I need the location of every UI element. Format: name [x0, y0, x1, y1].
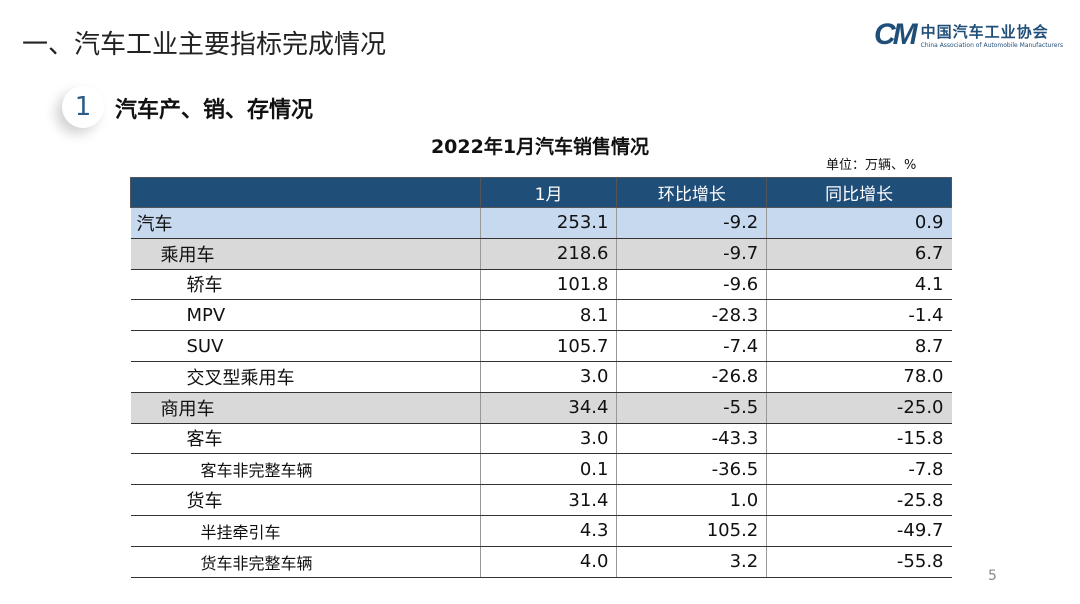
month-value: 3.0 — [479, 360, 617, 393]
mom-value: -28.3 — [616, 299, 767, 332]
table-header: 1月 环比增长 同比增长 — [130, 177, 952, 208]
mom-value: -43.3 — [616, 422, 767, 455]
yoy-value: 6.7 — [766, 237, 952, 270]
mom-value: 1.0 — [616, 484, 767, 516]
logo-cn: 中国汽车工业协会 — [920, 23, 1049, 41]
mom-value: -9.7 — [616, 237, 767, 270]
col-header: 环比增长 — [616, 177, 768, 208]
row-label: SUV — [130, 330, 481, 362]
table-row: 客车非完整车辆 0.1 -36.5 -7.8 — [130, 453, 952, 486]
row-label: 货车非完整车辆 — [130, 545, 481, 578]
table-row: 交叉型乘用车 3.0 -26.8 78.0 — [130, 360, 952, 393]
yoy-value: -55.8 — [766, 545, 952, 578]
row-label: 商用车 — [130, 391, 481, 424]
yoy-value: -25.0 — [766, 391, 952, 424]
table-title-text: 2022年1月汽车销售情况 — [430, 136, 650, 158]
table-row: SUV 105.7 -7.4 8.7 — [130, 330, 952, 362]
month-value: 0.1 — [479, 453, 617, 486]
unit-label: 单位：万辆、% — [826, 158, 917, 173]
mom-value: -5.5 — [616, 391, 767, 424]
sales-table: 1月 环比增长 同比增长 汽车 253.1 -9.2 0.9 乘用车 218.6 -9.7 6… — [130, 177, 952, 578]
col-header — [130, 177, 481, 208]
caam-logo: CM 中国汽车工业协会 China Association of Automob… — [874, 18, 1063, 52]
table-row: 货车非完整车辆 4.0 3.2 -55.8 — [130, 545, 952, 578]
yoy-value: -7.8 — [766, 453, 952, 486]
table-row: 货车 31.4 1.0 -25.8 — [130, 484, 952, 516]
table-row: 汽车 253.1 -9.2 0.9 — [130, 207, 952, 239]
section-title: 汽车产、销、存情况 — [115, 98, 314, 123]
col-header: 1月 — [479, 177, 618, 208]
table-title: 2022年1月汽车销售情况 — [0, 132, 1080, 159]
row-label: 客车 — [130, 422, 481, 455]
yoy-value: -25.8 — [766, 484, 952, 516]
row-label: 汽车 — [130, 207, 481, 239]
month-value: 4.0 — [479, 545, 617, 578]
month-value: 253.1 — [479, 207, 617, 239]
yoy-value: 8.7 — [766, 330, 952, 362]
mom-value: -26.8 — [616, 360, 767, 393]
table-row: MPV 8.1 -28.3 -1.4 — [130, 299, 952, 332]
table-row: 商用车 34.4 -5.5 -25.0 — [130, 391, 952, 424]
month-value: 8.1 — [479, 299, 617, 332]
mom-value: 3.2 — [616, 545, 767, 578]
row-label: 客车非完整车辆 — [130, 453, 481, 486]
month-value: 218.6 — [479, 237, 617, 270]
row-label: 交叉型乘用车 — [130, 360, 481, 393]
mom-value: -7.4 — [616, 330, 767, 362]
section-number: 1 — [62, 86, 104, 128]
yoy-value: 0.9 — [766, 207, 952, 239]
mom-value: 105.2 — [616, 514, 767, 547]
yoy-value: -49.7 — [766, 514, 952, 547]
month-value: 31.4 — [479, 484, 617, 516]
month-value: 101.8 — [479, 268, 617, 301]
mom-value: -9.6 — [616, 268, 767, 301]
month-value: 34.4 — [479, 391, 617, 424]
month-value: 3.0 — [479, 422, 617, 455]
mom-value: -36.5 — [616, 453, 767, 486]
col-header: 同比增长 — [766, 177, 952, 208]
page-number: 5 — [988, 568, 997, 584]
month-value: 105.7 — [479, 330, 617, 362]
yoy-value: 78.0 — [766, 360, 952, 393]
month-value: 4.3 — [479, 514, 617, 547]
table-row: 半挂牵引车 4.3 105.2 -49.7 — [130, 514, 952, 547]
row-label: 轿车 — [130, 268, 481, 301]
table-row: 轿车 101.8 -9.6 4.1 — [130, 268, 952, 301]
row-label: MPV — [130, 299, 481, 332]
row-label: 货车 — [130, 484, 481, 516]
yoy-value: 4.1 — [766, 268, 952, 301]
logo-mark: CM — [874, 18, 918, 51]
table-row: 客车 3.0 -43.3 -15.8 — [130, 422, 952, 455]
yoy-value: -1.4 — [766, 299, 952, 332]
mom-value: -9.2 — [616, 207, 767, 239]
slide-title: 一、汽车工业主要指标完成情况 — [22, 30, 387, 60]
yoy-value: -15.8 — [766, 422, 952, 455]
table-row: 乘用车 218.6 -9.7 6.7 — [130, 237, 952, 270]
row-label: 乘用车 — [130, 237, 481, 270]
logo-en: China Association of Automobile Manufact… — [920, 42, 1063, 49]
row-label: 半挂牵引车 — [130, 514, 481, 547]
